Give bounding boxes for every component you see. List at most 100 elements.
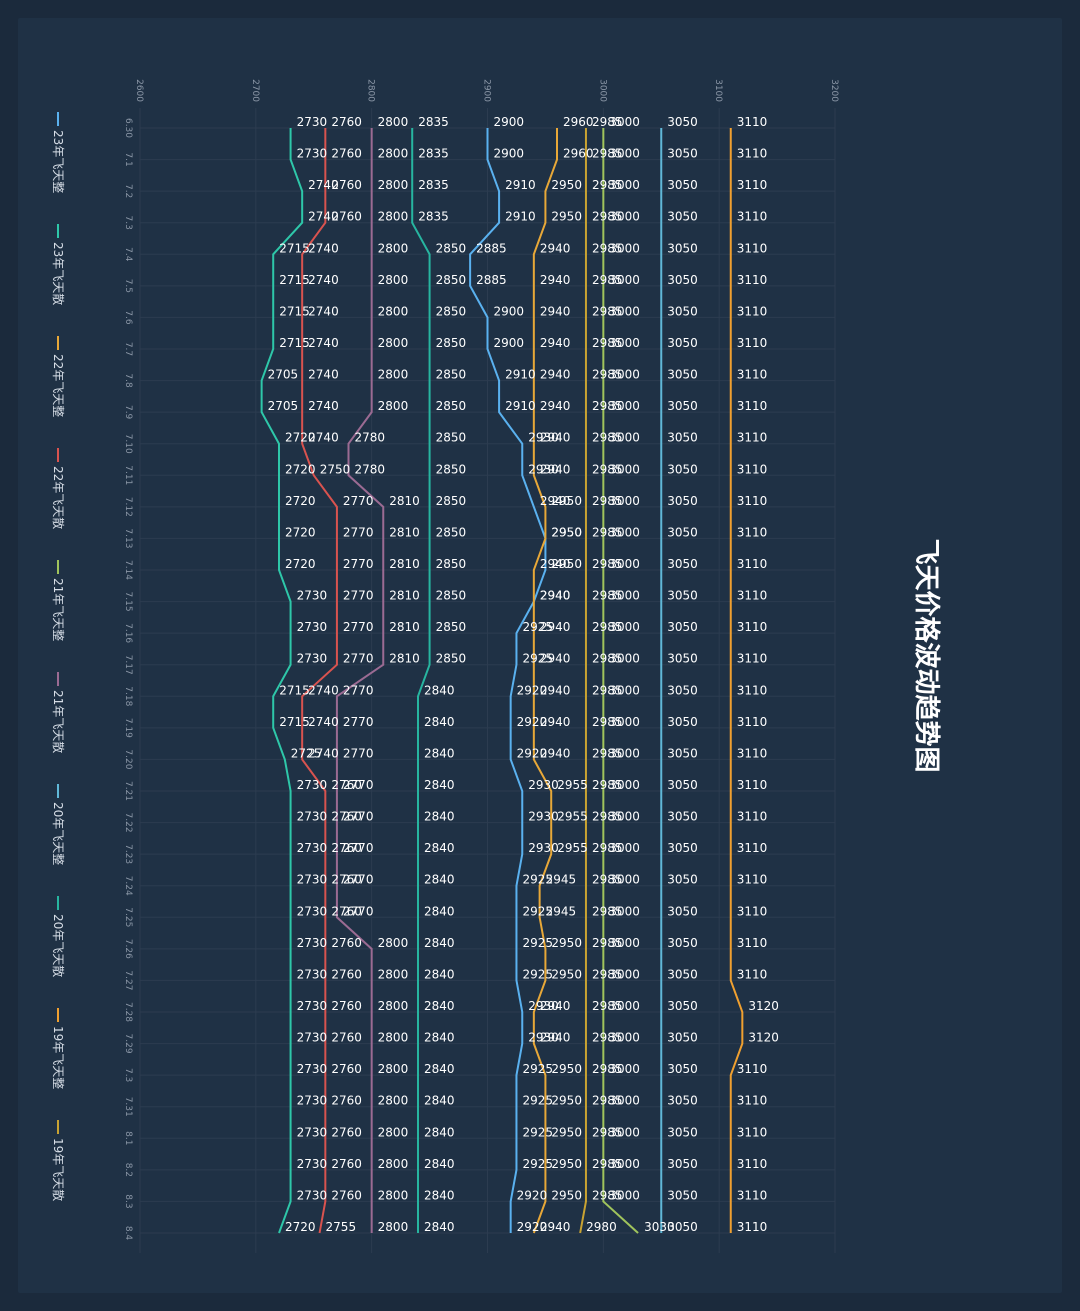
data-label: 2910 [505,399,536,413]
data-label: 2800 [378,936,409,950]
data-label: 3050 [667,368,698,382]
data-label: 2760 [331,210,362,224]
data-label: 2730 [297,147,328,161]
data-label: 2910 [505,210,536,224]
data-label: 2985 [592,525,623,539]
data-label: 2940 [540,241,571,255]
data-label: 2985 [592,147,623,161]
data-label: 2770 [343,683,374,697]
data-label: 2985 [592,1031,623,1045]
data-label: 2730 [297,1094,328,1108]
x-tick-label: 7.1 [123,152,133,166]
data-label: 2985 [592,967,623,981]
data-label: 3110 [737,431,768,445]
data-label: 3110 [737,873,768,887]
data-label: 2925 [522,1094,553,1108]
data-label: 2760 [331,810,362,824]
data-label: 2850 [436,304,467,318]
data-label: 2960 [563,115,594,129]
series-line-3 [301,128,338,1234]
series-group [260,128,744,1234]
data-label: 3000 [609,683,640,697]
data-label: 3050 [667,936,698,950]
data-label: 2930 [528,810,559,824]
data-label: 2840 [424,1094,455,1108]
data-label: 2730 [297,873,328,887]
legend-item-label: 20年飞天整 [51,802,66,865]
data-label: 3110 [737,1157,768,1171]
data-label: 2800 [378,399,409,413]
data-label: 2835 [418,178,449,192]
data-label: 2985 [592,1188,623,1202]
data-label: 2850 [436,368,467,382]
data-label: 2985 [592,1062,623,1076]
data-label: 2840 [424,904,455,918]
data-label: 2760 [331,147,362,161]
data-label: 2730 [297,589,328,603]
data-label: 2945 [546,904,577,918]
data-label: 2730 [297,778,328,792]
y-tick-label: 2900 [482,79,492,102]
data-label: 3000 [609,399,640,413]
y-tick-label: 3200 [829,79,839,102]
data-label: 2840 [424,1220,455,1234]
data-label: 3050 [667,178,698,192]
data-label: 3120 [748,999,779,1013]
data-label: 3050 [667,810,698,824]
grid [139,108,836,1253]
x-tick-label: 7.20 [123,749,133,769]
data-label: 3000 [609,210,640,224]
data-label: 2950 [551,1062,582,1076]
series-line-8 [729,128,744,1233]
data-label: 2930 [528,1031,559,1045]
data-labels-group: 2900 2900 2910 2910 2885 2885 2900 2900 2910 2910… [268,115,779,1234]
data-label: 2760 [331,115,362,129]
data-label: 2760 [331,873,362,887]
data-label: 2940 [540,746,571,760]
data-label: 3000 [609,304,640,318]
data-label: 2720 [285,557,316,571]
legend-item-label: 20年飞天散 [51,914,66,977]
data-label: 2950 [551,525,582,539]
data-label: 2740 [308,683,339,697]
legend-item-label: 19年飞天散 [51,1138,66,1201]
data-label: 2760 [331,1157,362,1171]
data-label: 2835 [418,210,449,224]
data-label: 2720 [285,431,316,445]
data-label: 2940 [540,999,571,1013]
data-label: 2925 [522,936,553,950]
data-label: 2885 [476,273,507,287]
legend-item-label: 21年飞天整 [51,578,66,641]
x-tick-label: 7.11 [123,465,133,485]
data-label: 2800 [378,241,409,255]
data-label: 2800 [378,1031,409,1045]
data-label: 3110 [737,1188,768,1202]
data-label: 2715 [279,715,310,729]
data-label: 2840 [424,683,455,697]
data-label: 2760 [331,1031,362,1045]
data-label: 2770 [343,525,374,539]
data-label: 2740 [308,273,339,287]
data-label: 2730 [297,620,328,634]
data-label: 2840 [424,936,455,950]
data-label: 3000 [609,936,640,950]
data-label: 3000 [609,241,640,255]
data-label: 3110 [737,336,768,350]
data-label: 2885 [476,241,507,255]
data-label: 3110 [737,399,768,413]
data-label: 2760 [331,1062,362,1076]
data-label: 2770 [343,715,374,729]
data-label: 2985 [592,904,623,918]
data-label: 2760 [331,999,362,1013]
data-label: 2985 [592,620,623,634]
x-tick-label: 7.8 [123,373,133,388]
data-label: 2800 [378,1157,409,1171]
data-label: 3000 [609,431,640,445]
data-label: 3000 [609,273,640,287]
x-tick-label: 7.9 [123,405,133,420]
data-label: 2985 [592,810,623,824]
data-label: 3030 [644,1220,675,1234]
data-label: 3110 [737,620,768,634]
x-tick-label: 7.24 [123,876,133,896]
